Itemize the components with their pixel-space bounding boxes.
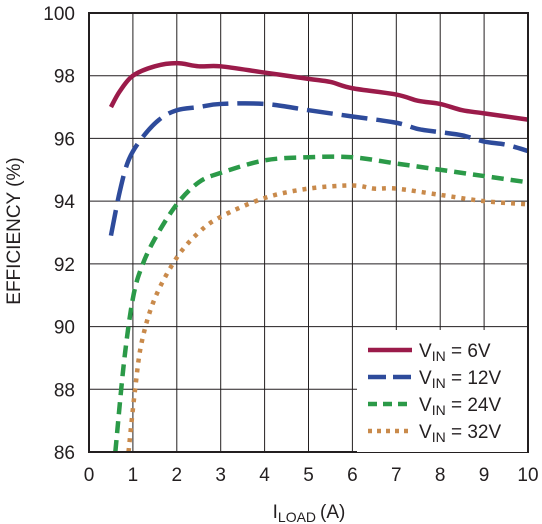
y-axis-label: EFFICIENCY (%) (4, 157, 25, 304)
x-axis-label-main: I (273, 502, 278, 523)
y-tick-label: 86 (54, 443, 75, 464)
series-line-1 (108, 60, 529, 122)
x-tick-label: 2 (172, 465, 183, 486)
x-tick-label: 10 (517, 465, 538, 486)
series-line-4 (126, 183, 529, 453)
x-tick-label: 9 (479, 465, 490, 486)
series-line-3 (113, 154, 529, 453)
legend-entry-3: VIN = 24V (419, 395, 501, 418)
legend-entry-1: VIN = 6V (419, 341, 491, 364)
plot-frame (88, 12, 529, 453)
x-tick-label: 4 (259, 465, 270, 486)
y-tick-label: 100 (43, 4, 75, 25)
tick-labels: 0 1 2 3 4 5 6 7 8 9 10 86 88 90 92 94 96 98 100 (43, 4, 538, 486)
x-axis-label: ILOAD (A) (273, 502, 346, 524)
x-tick-label: 7 (391, 465, 402, 486)
x-tick-label: 0 (84, 465, 95, 486)
x-axis-label-unit: (A) (320, 502, 345, 523)
series-line-2 (108, 101, 529, 237)
x-tick-label: 5 (303, 465, 314, 486)
y-tick-label: 92 (54, 255, 75, 276)
legend-entry-2: VIN = 12V (419, 368, 501, 391)
y-tick-label: 94 (54, 192, 76, 213)
x-axis-label-sub: LOAD (278, 509, 316, 524)
y-tick-label: 90 (54, 318, 75, 339)
x-tick-label: 6 (347, 465, 358, 486)
y-tick-label: 96 (54, 129, 75, 150)
legend-entry-4: VIN = 32V (419, 422, 501, 445)
legend: VIN = 6V VIN = 12V VIN = 24V VIN = 32V (357, 330, 527, 452)
x-tick-label: 1 (128, 465, 139, 486)
y-tick-label: 88 (54, 380, 75, 401)
x-tick-label: 3 (215, 465, 226, 486)
x-tick-label: 8 (435, 465, 446, 486)
y-tick-label: 98 (54, 67, 75, 88)
series-layer (108, 60, 529, 453)
